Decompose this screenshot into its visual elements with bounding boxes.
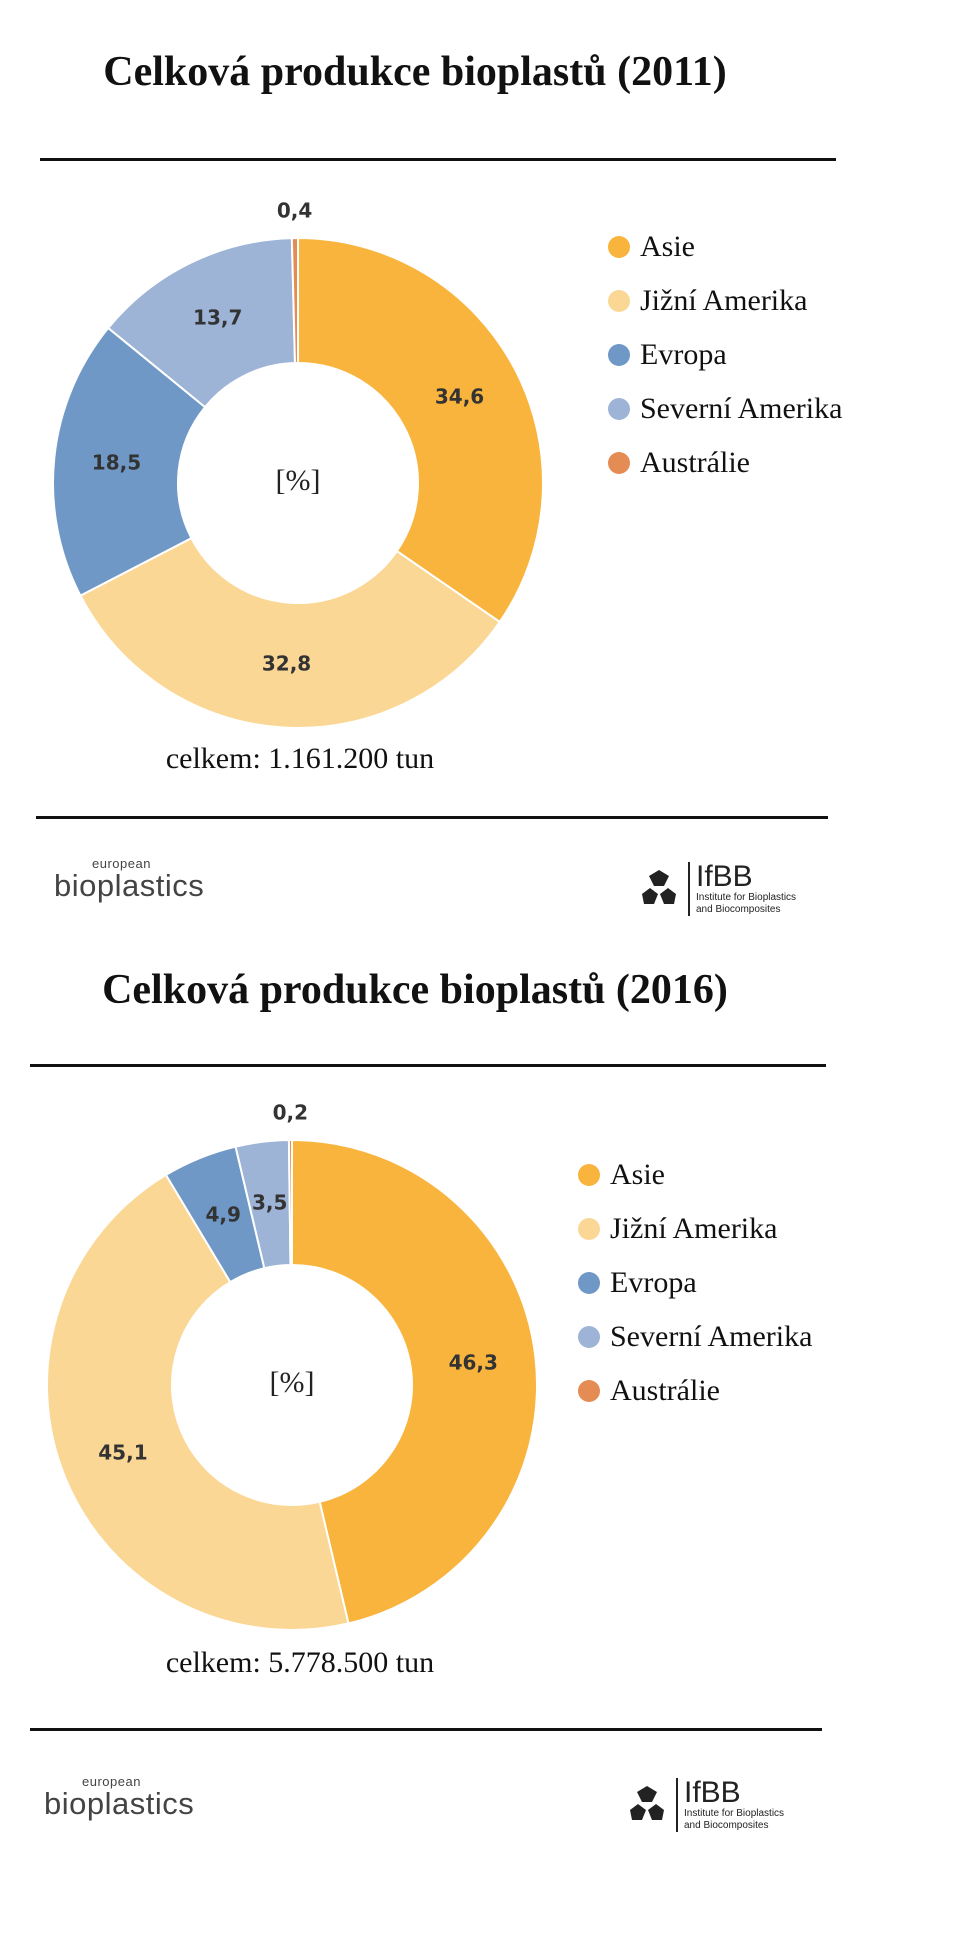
european-bioplastics-logo: european bioplastics: [44, 1774, 195, 1821]
ifbb-logo: IfBB Institute for Bioplastics and Bioco…: [636, 862, 796, 916]
value-label: 46,3: [449, 1350, 498, 1374]
value-label: 0,4: [277, 199, 312, 223]
legend: Asie Jižní Amerika Evropa Severní Amerik…: [608, 220, 842, 490]
value-label: 13,7: [193, 306, 242, 330]
value-label: 32,8: [262, 652, 311, 676]
ifbb-mark-icon: [630, 1786, 664, 1820]
center-unit-label: [%]: [276, 464, 321, 497]
bottom-rule: [36, 816, 828, 819]
legend-item-asie: Asie: [608, 220, 842, 274]
chart-2011: Celková produkce bioplastů (2011) 34,6 32…: [0, 0, 956, 960]
legend-item-evropa: Evropa: [608, 328, 842, 382]
legend-swatch: [578, 1326, 600, 1348]
legend-swatch: [608, 344, 630, 366]
donut-slice-severní-amerika: [106, 237, 297, 409]
legend-swatch: [578, 1272, 600, 1294]
center-unit-label: [%]: [270, 1366, 315, 1399]
chart-2016: Celková produkce bioplastů (2016) 46,3 45…: [0, 960, 956, 1942]
bottom-rule: [30, 1728, 822, 1731]
donut-slice-evropa: [52, 326, 207, 597]
chart-title: Celková produkce bioplastů (2011): [103, 49, 727, 95]
legend-swatch: [608, 290, 630, 312]
value-label: 18,5: [92, 451, 141, 475]
legend-item-asie: Asie: [578, 1148, 812, 1202]
legend-item-australie: Austrálie: [578, 1364, 812, 1418]
european-bioplastics-logo: european bioplastics: [54, 856, 205, 903]
legend: Asie Jižní Amerika Evropa Severní Amerik…: [578, 1148, 812, 1418]
ifbb-mark-icon: [642, 870, 676, 904]
ifbb-logo: IfBB Institute for Bioplastics and Bioco…: [624, 1778, 784, 1832]
value-label: 4,9: [206, 1202, 241, 1226]
chart-title: Celková produkce bioplastů (2016): [102, 967, 728, 1013]
donut-slice-austrálie: [287, 1138, 293, 1267]
legend-swatch: [578, 1164, 600, 1186]
donut-chart: 46,3 45,1 4,9 3,5 0,2 [%]: [46, 1101, 538, 1631]
legend-swatch: [578, 1380, 600, 1402]
donut-slice-jižní-amerika: [79, 536, 502, 729]
donut-chart: 34,6 32,8 18,5 13,7 0,4 [%]: [52, 199, 544, 729]
top-rule: [30, 1064, 826, 1067]
donut-slice-asie: [291, 1138, 538, 1625]
value-label: 0,2: [273, 1101, 308, 1125]
legend-item-australie: Austrálie: [608, 436, 842, 490]
legend-item-jizni-amerika: Jižní Amerika: [608, 274, 842, 328]
donut-slice-austrálie: [290, 236, 299, 365]
total-label: celkem: 5.778.500 tun: [165, 1646, 435, 1679]
value-label: 45,1: [98, 1440, 147, 1464]
legend-item-severni-amerika: Severní Amerika: [608, 382, 842, 436]
donut-slice-jižní-amerika: [46, 1173, 350, 1631]
legend-item-severni-amerika: Severní Amerika: [578, 1310, 812, 1364]
legend-swatch: [608, 236, 630, 258]
top-rule: [40, 158, 836, 161]
legend-swatch: [608, 452, 630, 474]
legend-item-jizni-amerika: Jižní Amerika: [578, 1202, 812, 1256]
total-label: celkem: 1.161.200 tun: [165, 742, 435, 775]
value-label: 3,5: [252, 1190, 287, 1214]
legend-swatch: [578, 1218, 600, 1240]
value-label: 34,6: [435, 385, 484, 409]
donut-slice-asie: [297, 236, 544, 624]
legend-swatch: [608, 398, 630, 420]
legend-item-evropa: Evropa: [578, 1256, 812, 1310]
